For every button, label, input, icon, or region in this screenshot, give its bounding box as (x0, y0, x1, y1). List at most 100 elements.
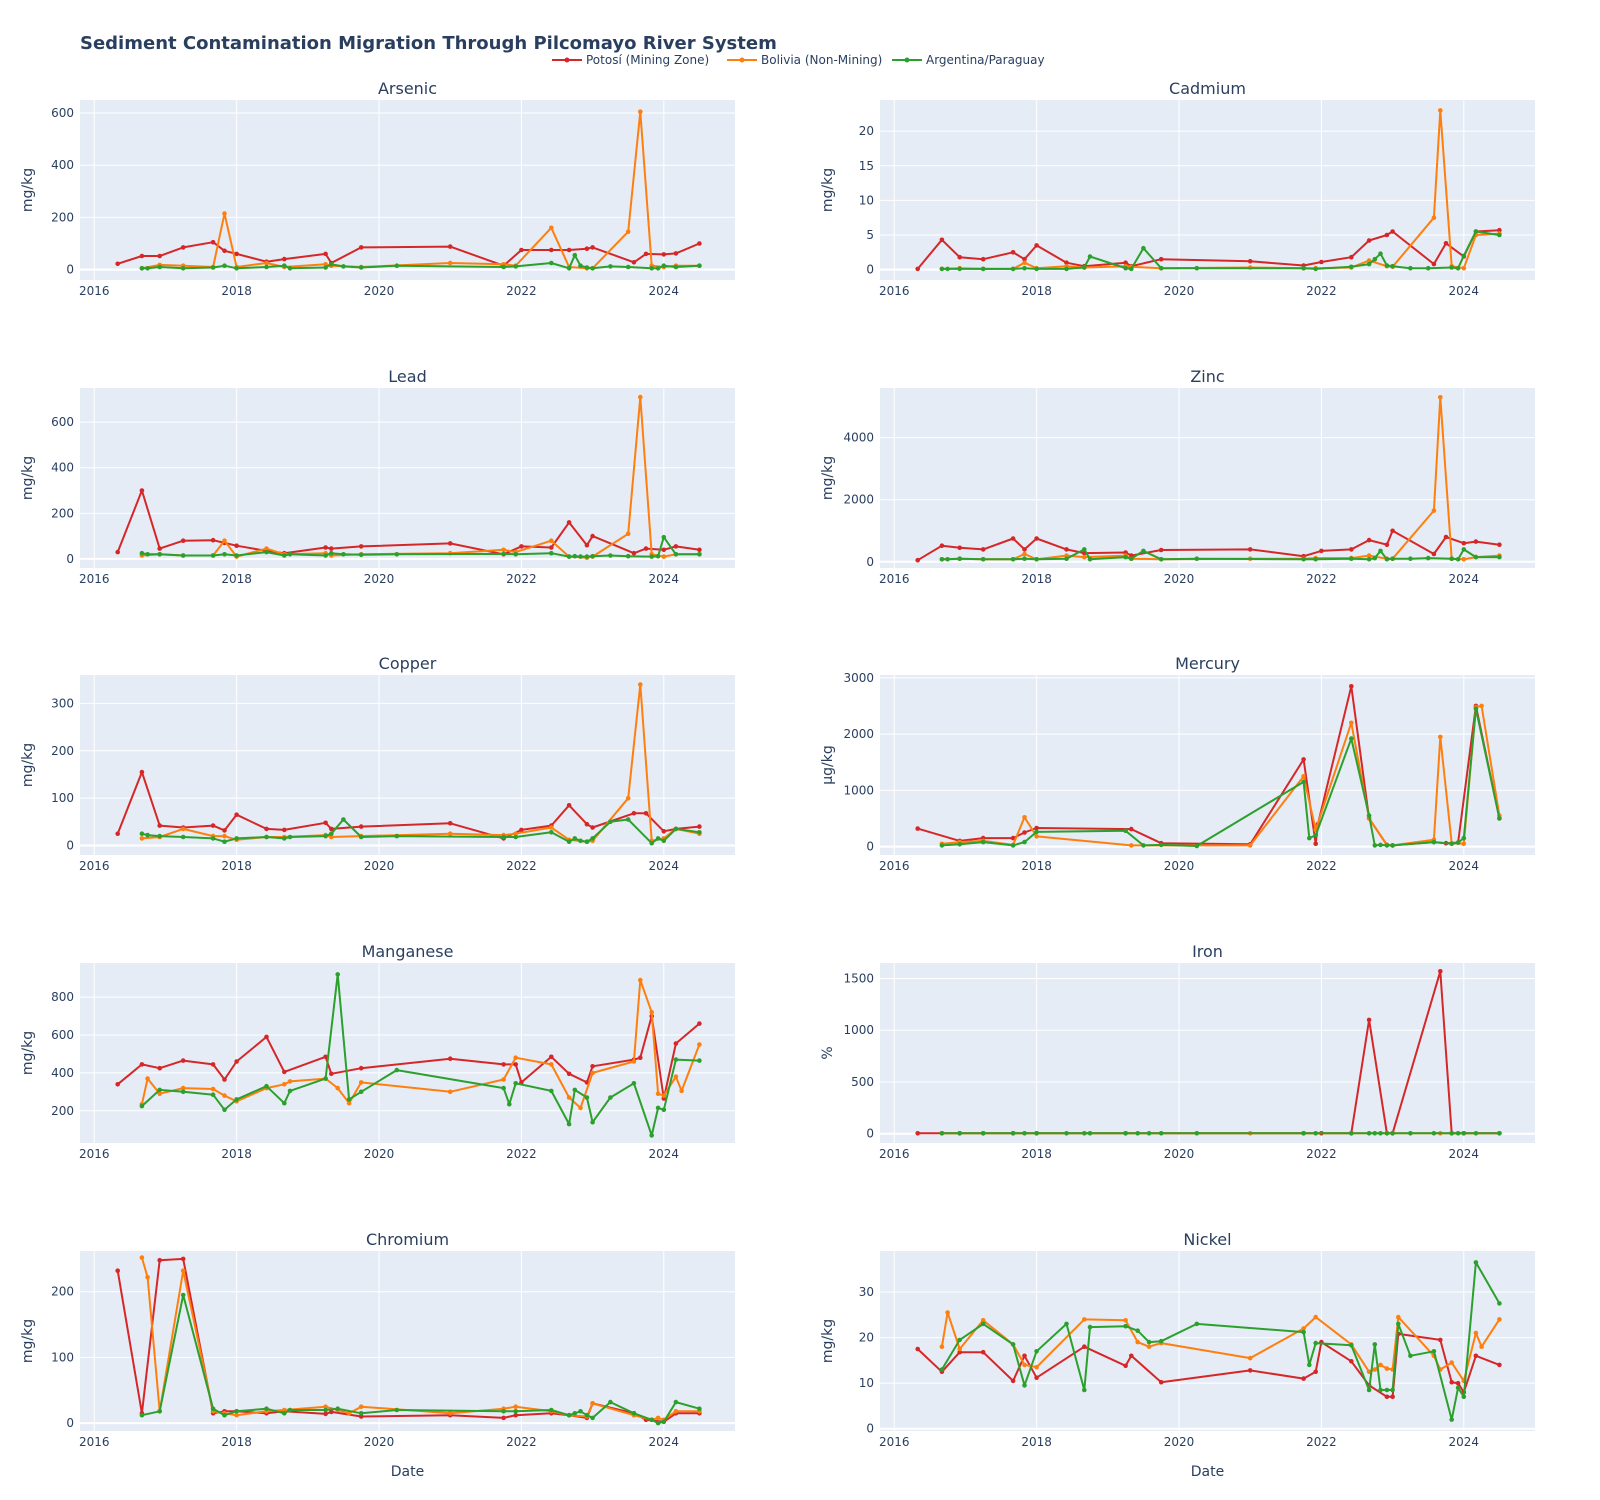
data-point[interactable] (673, 264, 679, 270)
data-point[interactable] (115, 261, 120, 267)
data-point[interactable] (264, 826, 269, 832)
data-point[interactable] (358, 245, 364, 250)
data-point[interactable] (649, 840, 654, 846)
data-point[interactable] (957, 1131, 962, 1136)
data-point[interactable] (1022, 256, 1027, 262)
data-point[interactable] (513, 552, 518, 557)
data-point[interactable] (264, 260, 269, 266)
data-point[interactable] (222, 263, 227, 269)
data-point[interactable] (1064, 547, 1069, 552)
data-point[interactable] (1301, 265, 1306, 271)
data-point[interactable] (210, 239, 216, 245)
data-point[interactable] (1497, 816, 1502, 821)
data-point[interactable] (1438, 734, 1443, 740)
data-point[interactable] (1010, 557, 1016, 562)
data-point[interactable] (1438, 395, 1443, 400)
data-point[interactable] (139, 1255, 145, 1260)
data-point[interactable] (655, 266, 661, 271)
data-point[interactable] (980, 557, 986, 562)
data-point[interactable] (631, 1081, 637, 1086)
data-point[interactable] (549, 538, 554, 543)
data-point[interactable] (1022, 1383, 1027, 1388)
data-point[interactable] (673, 1057, 679, 1062)
data-point[interactable] (549, 825, 554, 830)
data-point[interactable] (1384, 1131, 1390, 1136)
data-point[interactable] (566, 1071, 572, 1077)
data-point[interactable] (1431, 508, 1437, 513)
data-point[interactable] (584, 839, 590, 844)
data-point[interactable] (590, 245, 595, 250)
data-point[interactable] (282, 836, 287, 841)
data-point[interactable] (939, 1131, 945, 1136)
data-point[interactable] (1479, 1344, 1484, 1349)
data-point[interactable] (145, 832, 150, 838)
data-point[interactable] (673, 552, 679, 557)
data-point[interactable] (1461, 540, 1467, 546)
data-point[interactable] (655, 1105, 661, 1111)
data-point[interactable] (115, 831, 120, 836)
data-point[interactable] (1319, 548, 1324, 554)
data-point[interactable] (957, 1349, 962, 1355)
data-point[interactable] (1366, 258, 1372, 263)
data-point[interactable] (673, 1399, 679, 1405)
data-point[interactable] (1372, 1342, 1378, 1347)
data-point[interactable] (329, 546, 334, 551)
data-point[interactable] (519, 827, 524, 833)
data-point[interactable] (234, 553, 239, 558)
data-point[interactable] (157, 833, 162, 839)
data-point[interactable] (584, 1095, 590, 1100)
data-point[interactable] (1378, 1131, 1383, 1136)
data-point[interactable] (1135, 1328, 1140, 1333)
data-point[interactable] (584, 246, 590, 251)
data-point[interactable] (1135, 1339, 1140, 1345)
data-point[interactable] (139, 1062, 145, 1067)
data-point[interactable] (1034, 557, 1039, 562)
data-point[interactable] (1313, 841, 1318, 847)
data-point[interactable] (643, 546, 649, 551)
data-point[interactable] (655, 1091, 661, 1096)
data-point[interactable] (939, 543, 945, 548)
data-point[interactable] (1158, 547, 1164, 553)
data-point[interactable] (915, 266, 920, 272)
data-point[interactable] (501, 1415, 506, 1421)
data-point[interactable] (572, 836, 578, 841)
legend-item[interactable]: Potosí (Mining Zone) (552, 53, 709, 67)
data-point[interactable] (139, 1412, 145, 1418)
data-point[interactable] (1366, 261, 1372, 267)
data-point[interactable] (939, 266, 945, 272)
data-point[interactable] (335, 1085, 341, 1091)
data-point[interactable] (566, 554, 572, 559)
data-point[interactable] (210, 823, 216, 828)
data-point[interactable] (264, 549, 269, 555)
data-point[interactable] (566, 266, 572, 271)
data-point[interactable] (584, 1412, 590, 1418)
data-point[interactable] (625, 795, 631, 801)
data-point[interactable] (447, 821, 453, 826)
data-point[interactable] (608, 1095, 613, 1100)
data-point[interactable] (447, 831, 453, 836)
data-point[interactable] (1034, 1364, 1039, 1370)
data-point[interactable] (1497, 542, 1502, 547)
data-point[interactable] (1349, 1359, 1354, 1364)
data-point[interactable] (1431, 1349, 1437, 1354)
data-point[interactable] (1461, 1394, 1467, 1400)
data-point[interactable] (1384, 263, 1390, 268)
data-point[interactable] (1473, 706, 1479, 712)
data-point[interactable] (1438, 969, 1443, 974)
data-point[interactable] (358, 834, 364, 840)
data-point[interactable] (1473, 1353, 1479, 1359)
data-point[interactable] (649, 1133, 654, 1138)
data-point[interactable] (1408, 1353, 1413, 1359)
data-point[interactable] (341, 552, 346, 557)
data-point[interactable] (549, 225, 554, 231)
data-point[interactable] (323, 833, 328, 839)
data-point[interactable] (180, 553, 186, 558)
data-point[interactable] (234, 543, 239, 548)
data-point[interactable] (210, 537, 216, 543)
data-point[interactable] (957, 842, 962, 847)
data-point[interactable] (1034, 834, 1039, 839)
data-point[interactable] (572, 1411, 578, 1416)
data-point[interactable] (1123, 1363, 1128, 1369)
data-point[interactable] (1123, 260, 1128, 266)
data-point[interactable] (145, 266, 150, 271)
